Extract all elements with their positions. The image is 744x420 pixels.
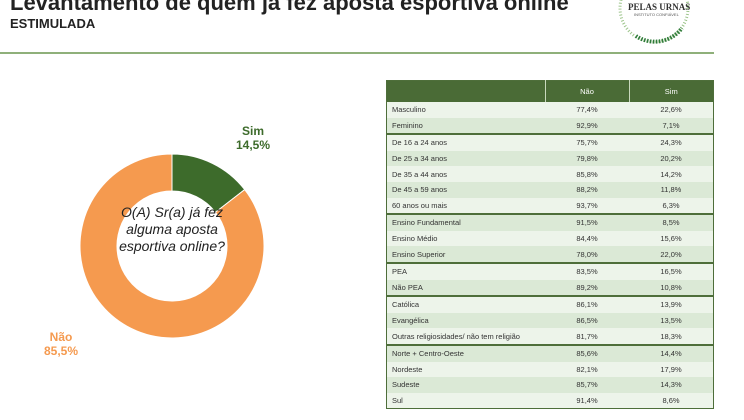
table-row: Sul 91,4% 8,6%: [386, 392, 714, 409]
cell-nao: 86,5%: [545, 312, 629, 329]
table-row: De 25 a 34 anos 79,8% 20,2%: [386, 150, 714, 167]
crosstab-table: Não Sim Masculino 77,4% 22,6% Feminino 92,9%…: [386, 80, 714, 410]
row-label: De 25 a 34 anos: [386, 150, 545, 167]
logo-subtext: INSTITUTO CONFIÁVEL: [634, 12, 679, 17]
row-label: De 35 a 44 anos: [386, 166, 545, 182]
table-row: Outras religiosidades/ não tem religião 8…: [386, 328, 714, 345]
cell-sim: 14,3%: [629, 377, 714, 393]
row-label: Feminino: [386, 117, 545, 135]
cell-nao: 85,8%: [545, 166, 629, 182]
cell-sim: 6,3%: [629, 197, 714, 215]
column-header-nao: Não: [544, 80, 629, 102]
table-row: De 16 a 24 anos 75,7% 24,3%: [386, 133, 714, 151]
cell-nao: 85,6%: [545, 343, 629, 362]
table-row: 60 anos ou mais 93,7% 6,3%: [386, 197, 714, 215]
row-label: Ensino Superior: [386, 246, 545, 263]
header-divider: [0, 52, 714, 54]
row-label: De 45 a 59 anos: [386, 181, 545, 198]
cell-sim: 8,6%: [629, 392, 714, 409]
cell-nao: 82,1%: [545, 361, 629, 378]
cell-nao: 91,4%: [545, 392, 629, 409]
table-row: Não PEA 89,2% 10,8%: [386, 279, 714, 297]
cell-nao: 78,0%: [545, 246, 629, 263]
donut-chart: [79, 153, 265, 339]
cell-sim: 8,5%: [629, 213, 714, 231]
cell-sim: 10,8%: [629, 279, 714, 297]
cell-nao: 91,5%: [545, 213, 629, 231]
cell-nao: 85,7%: [545, 377, 629, 393]
cell-nao: 89,2%: [545, 279, 629, 297]
table-row: PEA 83,5% 16,5%: [386, 261, 714, 280]
row-label: Nordeste: [386, 361, 545, 378]
cell-nao: 88,2%: [545, 181, 629, 198]
cell-nao: 93,7%: [545, 197, 629, 215]
table-row: Ensino Superior 78,0% 22,0%: [386, 246, 714, 263]
table-row: De 35 a 44 anos 85,8% 14,2%: [386, 166, 714, 182]
cell-nao: 81,7%: [545, 328, 629, 345]
cell-sim: 16,5%: [629, 261, 714, 280]
cell-sim: 13,9%: [629, 295, 714, 313]
slice-label-value: 14,5%: [236, 138, 271, 152]
cell-sim: 15,6%: [629, 230, 714, 247]
cell-sim: 20,2%: [629, 150, 714, 167]
cell-sim: 11,8%: [629, 181, 714, 198]
table-row: Evangélica 86,5% 13,5%: [386, 312, 714, 329]
page-title: Levantamento de quem já fez aposta espor…: [10, 0, 569, 15]
donut-slice-nao: [79, 153, 265, 339]
row-label: Evangélica: [386, 312, 545, 329]
slice-label-name: Sim: [242, 124, 265, 138]
column-header: [386, 80, 545, 102]
row-label: Ensino Médio: [386, 230, 545, 247]
donut-center-question: O(A) Sr(a) já fez alguma aposta esportiv…: [119, 204, 225, 254]
table-row: Feminino 92,9% 7,1%: [386, 117, 714, 135]
slice-label-value: 85,5%: [44, 344, 79, 358]
row-label: Outras religiosidades/ não tem religião: [386, 328, 545, 345]
cell-sim: 22,6%: [629, 102, 714, 118]
row-label: PEA: [386, 261, 545, 280]
cell-sim: 14,4%: [629, 343, 714, 362]
row-label: Ensino Fundamental: [386, 213, 545, 231]
cell-nao: 92,9%: [545, 117, 629, 135]
cell-nao: 75,7%: [545, 133, 629, 151]
row-label: Sul: [386, 392, 545, 409]
table-row: De 45 a 59 anos 88,2% 11,8%: [386, 181, 714, 198]
cell-sim: 13,5%: [629, 312, 714, 329]
page-subtitle: ESTIMULADA: [10, 16, 96, 31]
table-row: Católica 86,1% 13,9%: [386, 295, 714, 313]
table-row: Ensino Médio 84,4% 15,6%: [386, 230, 714, 247]
table-row: Ensino Fundamental 91,5% 8,5%: [386, 213, 714, 231]
slice-label-nao: Não 85,5%: [44, 330, 78, 358]
cell-sim: 17,9%: [629, 361, 714, 378]
cell-nao: 86,1%: [545, 295, 629, 313]
cell-sim: 7,1%: [629, 117, 714, 135]
logo-text: PELAS URNAS: [628, 2, 691, 12]
cell-nao: 79,8%: [545, 150, 629, 167]
row-label: Masculino: [386, 102, 545, 118]
slice-label-name: Não: [49, 330, 73, 344]
cell-sim: 18,3%: [629, 328, 714, 345]
cell-nao: 77,4%: [545, 102, 629, 118]
row-label: Norte + Centro-Oeste: [386, 343, 545, 362]
cell-nao: 83,5%: [545, 261, 629, 280]
logo-ring-icon: [618, 0, 690, 44]
table-row: Nordeste 82,1% 17,9%: [386, 361, 714, 378]
row-label: De 16 a 24 anos: [386, 133, 545, 151]
row-label: Sudeste: [386, 377, 545, 393]
row-label: Não PEA: [386, 279, 545, 297]
row-label: Católica: [386, 295, 545, 313]
cell-nao: 84,4%: [545, 230, 629, 247]
table-row: Sudeste 85,7% 14,3%: [386, 377, 714, 393]
cell-sim: 14,2%: [629, 166, 714, 182]
table-row: Masculino 77,4% 22,6%: [386, 102, 714, 118]
cell-sim: 22,0%: [629, 246, 714, 263]
row-label: 60 anos ou mais: [386, 197, 545, 215]
slice-label-sim: Sim 14,5%: [236, 124, 270, 152]
table-row: Norte + Centro-Oeste 85,6% 14,4%: [386, 343, 714, 362]
cell-sim: 24,3%: [629, 133, 714, 151]
column-header-sim: Sim: [628, 80, 714, 102]
